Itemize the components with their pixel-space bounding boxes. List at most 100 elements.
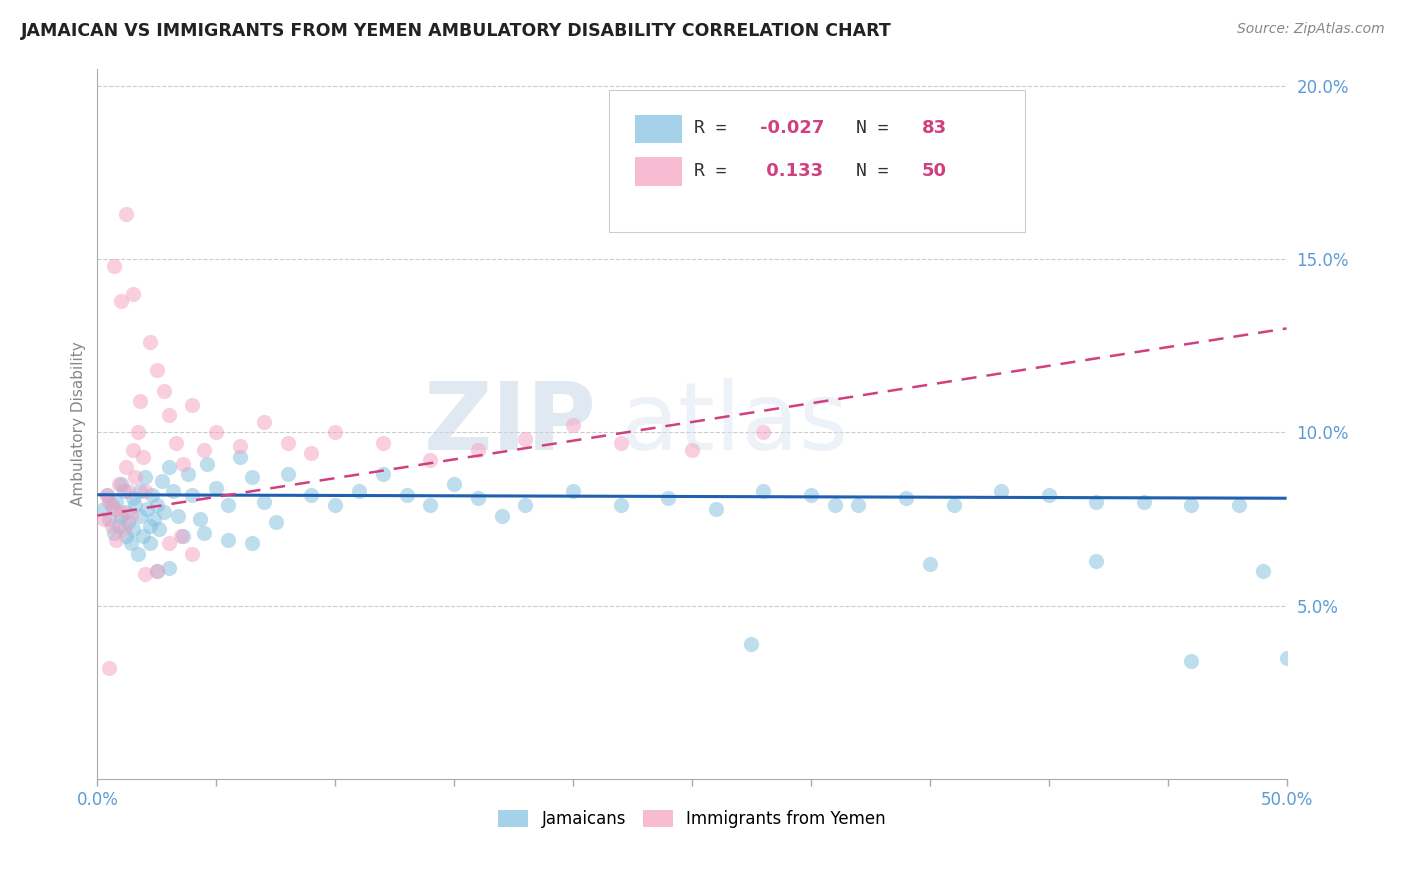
Legend: Jamaicans, Immigrants from Yemen: Jamaicans, Immigrants from Yemen [492,803,893,835]
Point [122,442,145,457]
Point [110,477,132,491]
Point [134,470,156,484]
Point [609,498,631,512]
Point [157,536,180,550]
Point [752,425,775,440]
Point [120,508,142,523]
Point [153,384,176,398]
Point [824,498,846,512]
Point [98,661,121,675]
Point [491,508,513,523]
Point [942,498,965,512]
Point [115,505,138,519]
Point [195,457,218,471]
Point [100,519,122,533]
Point [562,484,585,499]
Point [134,567,156,582]
Point [188,512,211,526]
Point [146,363,169,377]
Point [1227,498,1250,512]
Point [848,498,870,512]
Point [127,425,149,440]
Point [562,418,585,433]
Point [131,450,153,464]
Point [146,564,169,578]
Point [150,474,173,488]
Point [1085,553,1108,567]
Point [122,491,145,506]
Point [110,508,132,523]
Point [1180,654,1202,668]
Point [918,557,941,571]
Point [609,435,631,450]
Point [800,488,823,502]
Point [467,491,489,506]
Point [181,488,204,502]
Text: N =: N = [856,161,900,180]
Point [1038,488,1060,502]
Point [122,286,145,301]
Point [277,435,299,450]
Point [134,484,156,499]
Point [323,498,346,512]
Point [172,457,194,471]
Point [371,435,394,450]
Point [1133,494,1156,508]
Text: 50: 50 [921,161,946,180]
Point [122,523,145,537]
Point [323,425,346,440]
Point [167,508,190,523]
Point [229,439,252,453]
Point [515,433,537,447]
Text: -0.027: -0.027 [759,120,824,137]
Point [347,484,370,499]
Point [157,408,180,422]
Point [96,488,118,502]
Point [240,536,263,550]
Point [217,533,239,547]
Point [419,453,441,467]
Point [153,505,176,519]
Point [193,442,215,457]
Point [127,547,149,561]
Point [894,491,917,506]
Text: JAMAICAN VS IMMIGRANTS FROM YEMEN AMBULATORY DISABILITY CORRELATION CHART: JAMAICAN VS IMMIGRANTS FROM YEMEN AMBULA… [21,22,891,40]
Point [240,470,263,484]
Point [990,484,1012,499]
Point [93,512,115,526]
Point [115,207,138,221]
Point [138,519,160,533]
Point [124,498,146,512]
Text: N =: N = [856,120,900,137]
Point [193,525,215,540]
Text: atlas: atlas [620,377,849,470]
Point [105,533,128,547]
Point [253,494,276,508]
Point [103,259,125,273]
Point [264,516,287,530]
Point [181,547,204,561]
Point [752,484,775,499]
Point [143,512,166,526]
Point [181,398,204,412]
Point [467,442,489,457]
Point [117,484,139,499]
Point [205,425,228,440]
Point [103,501,125,516]
Point [657,491,679,506]
Point [146,564,169,578]
Point [103,525,125,540]
Text: R =: R = [695,120,738,137]
Point [98,494,121,508]
Point [681,442,703,457]
Point [129,508,152,523]
Point [205,481,228,495]
Point [229,450,252,464]
Point [131,529,153,543]
Point [157,460,180,475]
Point [253,415,276,429]
Point [395,488,418,502]
Point [740,637,762,651]
Point [177,467,200,481]
Point [93,501,115,516]
